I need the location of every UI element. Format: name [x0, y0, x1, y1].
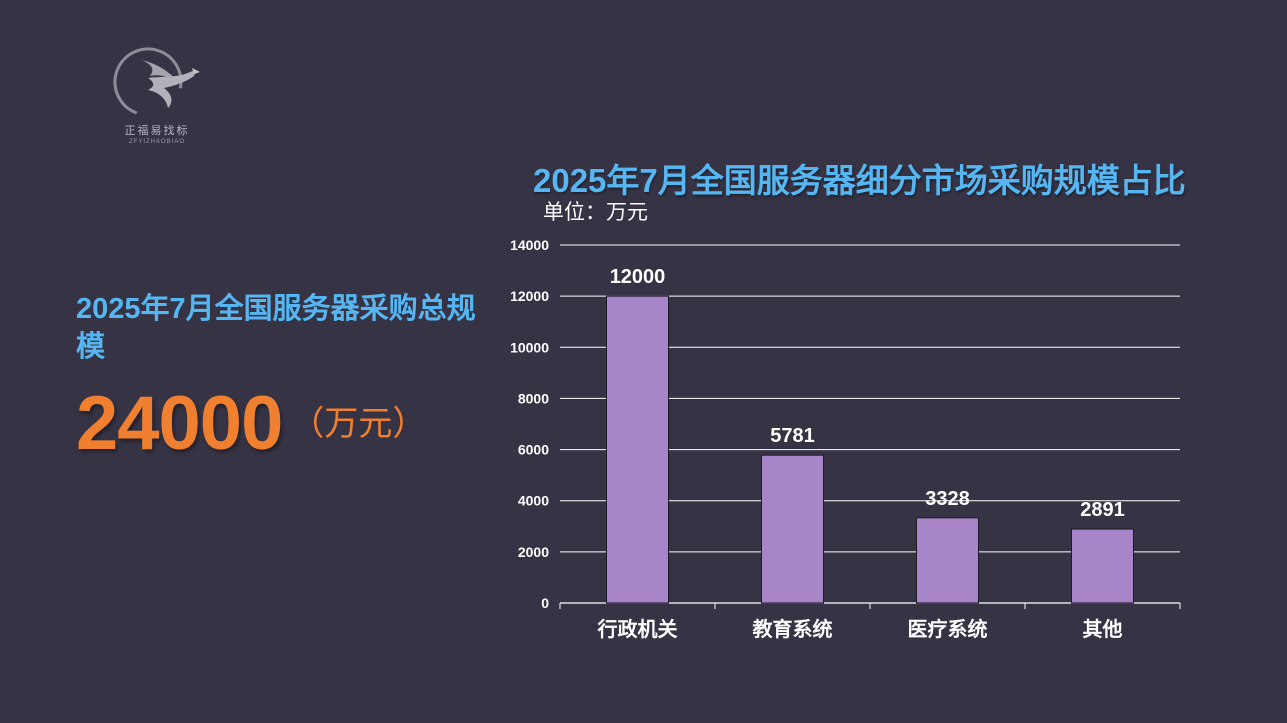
logo-subtitle: ZFYIZHAOBIAO — [128, 139, 185, 145]
y-tick-label: 10000 — [510, 339, 549, 355]
bar — [1071, 528, 1134, 604]
data-label: 5781 — [770, 425, 815, 447]
y-tick-label: 14000 — [510, 237, 549, 253]
y-tick-label: 2000 — [518, 544, 549, 560]
x-tick-label: 行政机关 — [597, 617, 678, 641]
chart-title: 2025年7月全国服务器细分市场采购规模占比 — [533, 162, 1186, 199]
x-tick-label: 其他 — [1083, 617, 1123, 641]
y-tick-label: 0 — [541, 595, 549, 611]
bar — [606, 295, 669, 604]
data-label: 2891 — [1080, 499, 1125, 521]
data-label: 3328 — [925, 488, 970, 510]
x-tick-label: 医疗系统 — [908, 617, 988, 641]
summary-value: 24000 — [76, 381, 283, 466]
y-tick-label: 12000 — [510, 288, 549, 304]
eagle-logo-icon — [113, 47, 200, 117]
x-tick-label: 教育系统 — [753, 617, 833, 641]
y-tick-label: 8000 — [518, 390, 549, 406]
y-tick-label: 6000 — [518, 442, 549, 458]
bar — [916, 517, 979, 604]
summary-unit: （万元） — [290, 405, 427, 443]
bar — [761, 454, 824, 604]
summary-title: 2025年7月全国服务器采购总规模 — [76, 293, 476, 363]
data-label: 12000 — [610, 266, 666, 288]
logo-name: 正福易找标 — [124, 124, 190, 137]
chart-unit-label: 单位：万元 — [543, 201, 648, 224]
summary-total: 24000 （万元） — [76, 380, 426, 467]
y-tick-label: 4000 — [518, 493, 549, 509]
